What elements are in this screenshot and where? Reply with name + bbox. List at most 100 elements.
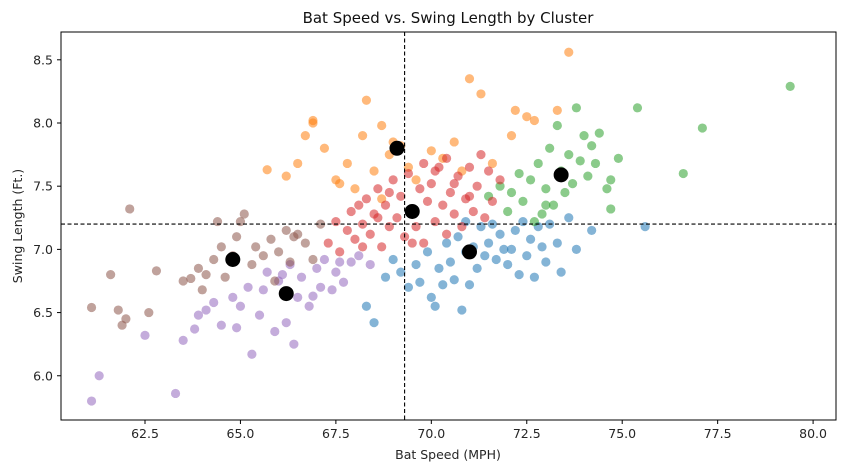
scatter-point	[209, 297, 219, 308]
scatter-point	[483, 166, 494, 176]
scatter-point	[464, 162, 475, 172]
scatter-point	[571, 244, 581, 254]
scatter-point	[350, 234, 360, 244]
scatter-point	[331, 267, 341, 277]
scatter-point	[430, 166, 440, 176]
plot-area	[61, 32, 836, 420]
scatter-point	[441, 229, 452, 239]
scatter-point	[274, 247, 284, 257]
y-tick-label: 8.5	[33, 52, 53, 67]
scatter-point	[232, 232, 242, 242]
scatter-point	[541, 257, 551, 267]
scatter-point	[247, 349, 257, 359]
scatter-point	[632, 103, 643, 113]
x-axis-label: Bat Speed (MPH)	[395, 447, 501, 462]
scatter-point	[281, 318, 291, 328]
scatter-point	[472, 263, 482, 273]
scatter-point	[113, 305, 123, 315]
scatter-point	[212, 216, 223, 227]
scatter-point	[216, 242, 226, 252]
scatter-point	[308, 115, 318, 126]
scatter-point	[430, 301, 440, 311]
scatter-point	[369, 318, 379, 328]
scatter-point	[415, 184, 425, 194]
x-tick-label: 80.0	[799, 426, 827, 441]
scatter-point	[541, 200, 551, 210]
cluster-centroid	[225, 251, 241, 267]
scatter-point	[270, 326, 280, 337]
scatter-point	[583, 171, 593, 181]
scatter-point	[281, 171, 291, 181]
scatter-point	[361, 95, 372, 105]
scatter-point	[564, 47, 574, 57]
scatter-point	[415, 277, 425, 287]
scatter-point	[251, 242, 261, 252]
scatter-point	[216, 320, 226, 330]
scatter-point	[354, 251, 364, 261]
scatter-point	[296, 272, 307, 282]
series-1	[361, 213, 650, 328]
scatter-point	[316, 282, 326, 292]
x-tick-label: 65.0	[227, 426, 255, 441]
scatter-point	[564, 149, 574, 160]
scatter-point	[464, 191, 475, 201]
scatter-point	[457, 305, 467, 315]
scatter-point	[575, 156, 585, 166]
scatter-point	[94, 371, 104, 381]
cluster-centroid	[553, 167, 569, 183]
scatter-point	[430, 216, 440, 227]
scatter-point	[403, 162, 414, 172]
scatter-point	[503, 259, 513, 270]
scatter-point	[289, 339, 299, 349]
scatter-point	[308, 254, 318, 265]
scatter-point	[232, 323, 242, 333]
scatter-point	[518, 196, 528, 206]
scatter-point	[228, 292, 238, 303]
scatter-point	[522, 251, 532, 261]
scatter-point	[277, 270, 288, 280]
scatter-point	[426, 292, 436, 303]
scatter-point	[258, 251, 268, 261]
scatter-point	[545, 143, 555, 153]
scatter-point	[480, 251, 490, 261]
scatter-point	[106, 270, 116, 280]
x-tick-label: 77.5	[704, 426, 732, 441]
y-tick-label: 8.0	[33, 115, 53, 130]
scatter-point	[323, 238, 333, 248]
scatter-point	[552, 120, 562, 131]
scatter-point	[537, 209, 547, 219]
scatter-point	[300, 238, 310, 248]
scatter-point	[380, 272, 391, 282]
scatter-point	[419, 238, 429, 248]
scatter-point	[316, 219, 326, 229]
scatter-point	[529, 115, 539, 126]
scatter-point	[308, 291, 318, 301]
chart-title: Bat Speed vs. Swing Length by Cluster	[303, 9, 595, 27]
scatter-point	[289, 232, 299, 242]
scatter-point	[441, 238, 452, 248]
scatter-point	[560, 187, 570, 198]
scatter-point	[438, 200, 448, 210]
scatter-point	[335, 247, 345, 257]
scatter-point	[377, 242, 387, 252]
scatter-point	[548, 200, 559, 210]
scatter-point	[335, 179, 345, 189]
centroids	[225, 140, 569, 302]
scatter-point	[125, 204, 135, 214]
scatter-point	[606, 175, 616, 185]
scatter-point	[319, 143, 330, 153]
scatter-point	[441, 153, 452, 163]
scatter-point	[358, 242, 368, 252]
scatter-point	[537, 242, 547, 252]
scatter-point	[392, 213, 402, 223]
scatter-point	[342, 158, 352, 169]
scatter-point	[525, 175, 536, 185]
scatter-point	[556, 267, 566, 277]
scatter-point	[388, 254, 398, 265]
scatter-point	[464, 280, 475, 290]
scatter-point	[514, 270, 524, 280]
scatter-point	[525, 234, 536, 244]
scatter-point	[678, 168, 688, 179]
scatter-point	[346, 257, 356, 267]
scatter-point	[506, 244, 517, 254]
